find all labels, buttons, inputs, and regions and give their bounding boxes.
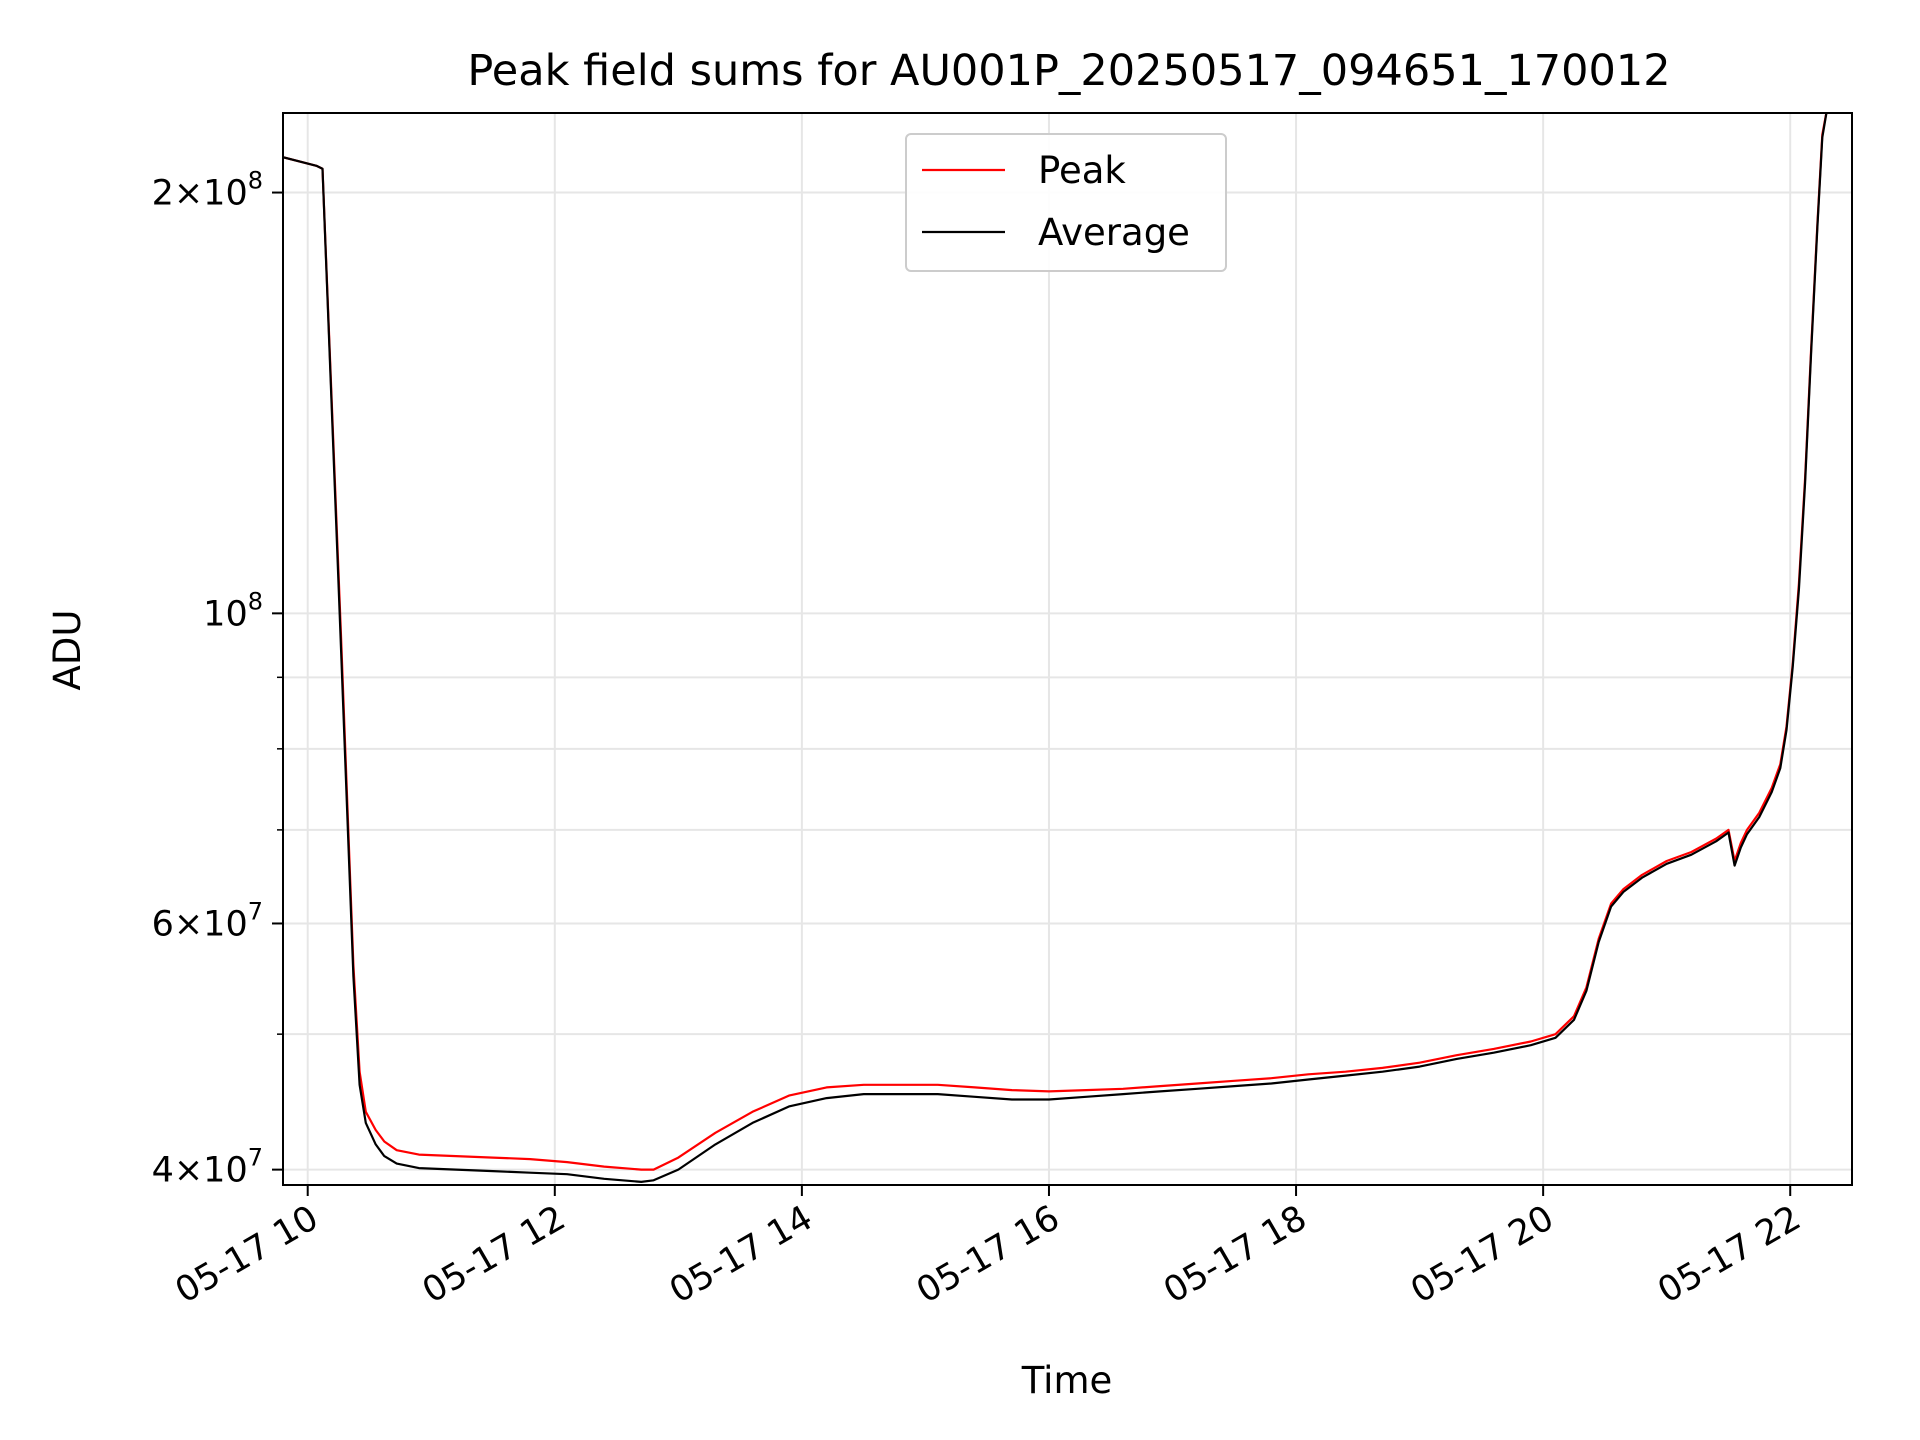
legend: Peak Average <box>905 133 1227 272</box>
y-axis-label: ADU <box>46 610 89 691</box>
y-tick-label: 2×108 <box>152 167 263 214</box>
series-line-peak <box>283 113 1828 1171</box>
legend-box <box>905 133 1227 272</box>
series-layer <box>283 113 1828 1184</box>
legend-label-peak: Peak <box>1038 149 1126 192</box>
y-axis: 4×107 6×107 108 2×108 <box>152 167 283 1191</box>
y-tick-label: 4×107 <box>152 1144 263 1191</box>
x-axis-label: Time <box>1021 1359 1113 1402</box>
chart-title: Peak field sums for AU001P_20250517_0946… <box>467 46 1670 96</box>
series-line-average <box>283 113 1828 1184</box>
plot-frame <box>282 112 1853 1186</box>
y-tick-label: 6×107 <box>152 897 263 944</box>
y-tick-label: 108 <box>203 587 263 634</box>
legend-label-average: Average <box>1038 211 1190 254</box>
